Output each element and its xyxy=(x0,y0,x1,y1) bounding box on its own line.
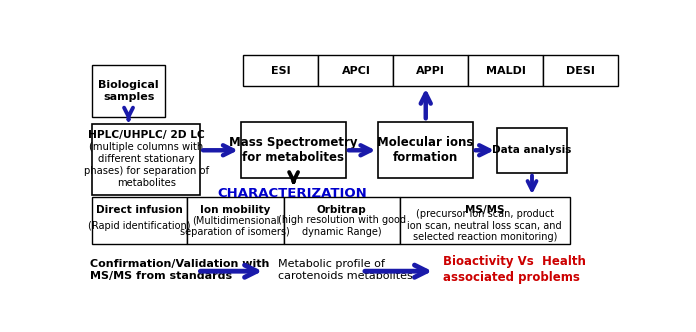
Text: MS/MS: MS/MS xyxy=(465,205,505,215)
Text: Molecular ions
formation: Molecular ions formation xyxy=(377,135,474,164)
Text: APPI: APPI xyxy=(416,65,445,75)
FancyBboxPatch shape xyxy=(379,122,473,178)
FancyBboxPatch shape xyxy=(400,197,570,244)
Text: Confirmation/Validation with
MS/MS from standards: Confirmation/Validation with MS/MS from … xyxy=(90,259,269,281)
Text: (precursor ion scan, product
ion scan, neutral loss scan, and
selected reaction : (precursor ion scan, product ion scan, n… xyxy=(407,209,562,242)
FancyBboxPatch shape xyxy=(93,124,200,195)
FancyBboxPatch shape xyxy=(393,55,468,86)
FancyBboxPatch shape xyxy=(93,197,187,244)
FancyBboxPatch shape xyxy=(544,55,618,86)
Text: APCI: APCI xyxy=(342,65,370,75)
FancyBboxPatch shape xyxy=(468,55,544,86)
Text: (high resolution with good
dynamic Range): (high resolution with good dynamic Range… xyxy=(278,215,406,237)
Text: Direct infusion: Direct infusion xyxy=(96,205,183,215)
Text: (Multidimensional
separation of isomers): (Multidimensional separation of isomers) xyxy=(180,215,290,237)
FancyBboxPatch shape xyxy=(187,197,284,244)
Text: Biological
samples: Biological samples xyxy=(99,80,159,102)
Text: (multiple columns with
different stationary
phases) for separation of
metabolite: (multiple columns with different station… xyxy=(84,142,209,188)
FancyBboxPatch shape xyxy=(284,197,400,244)
FancyBboxPatch shape xyxy=(241,122,346,178)
Text: MALDI: MALDI xyxy=(486,65,525,75)
Text: HPLC/UHPLC/ 2D LC: HPLC/UHPLC/ 2D LC xyxy=(88,130,205,140)
Text: Mass Spectrometry
for metabolites: Mass Spectrometry for metabolites xyxy=(229,135,358,164)
Text: Orbitrap: Orbitrap xyxy=(317,205,367,215)
FancyBboxPatch shape xyxy=(93,65,165,117)
Text: Metabolic profile of
carotenoids metabolites: Metabolic profile of carotenoids metabol… xyxy=(278,259,413,281)
Text: ESI: ESI xyxy=(271,65,291,75)
Text: CHARACTERIZATION: CHARACTERIZATION xyxy=(217,187,367,200)
FancyBboxPatch shape xyxy=(318,55,393,86)
Text: DESI: DESI xyxy=(567,65,595,75)
Text: Ion mobility: Ion mobility xyxy=(200,205,271,215)
Text: (Rapid identification): (Rapid identification) xyxy=(88,221,191,231)
FancyBboxPatch shape xyxy=(497,128,567,173)
Text: Bioactivity Vs  Health
associated problems: Bioactivity Vs Health associated problem… xyxy=(443,255,586,285)
FancyBboxPatch shape xyxy=(244,55,318,86)
Text: Data analysis: Data analysis xyxy=(492,145,571,155)
